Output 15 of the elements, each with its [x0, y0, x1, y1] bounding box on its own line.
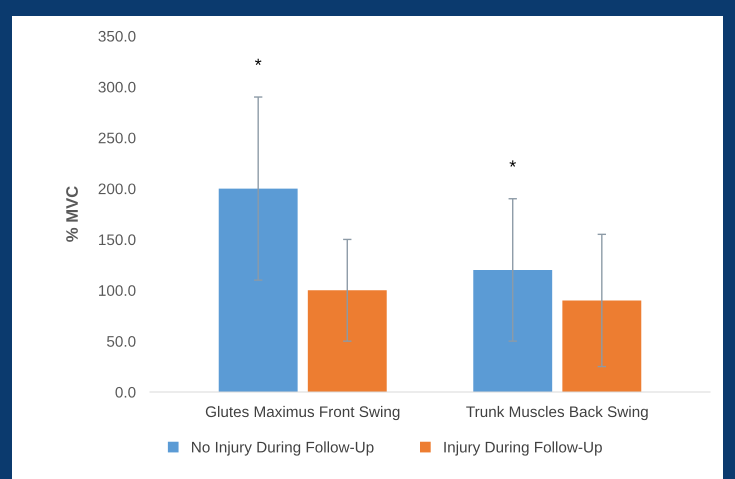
y-tick-label: 350.0: [98, 30, 136, 42]
x-tick-label: Trunk Muscles Back Swing: [466, 406, 648, 420]
y-tick-label: 200.0: [98, 183, 136, 194]
y-tick-label: 250.0: [98, 132, 136, 144]
legend-label: Injury During Follow-Up: [444, 441, 602, 456]
annotation: *: [510, 160, 516, 167]
y-axis-title: % MVC: [66, 186, 78, 242]
annotation: *: [254, 58, 262, 66]
legend-label: No Injury During Follow-Up: [192, 441, 374, 456]
y-tick-label: 100.0: [99, 285, 136, 296]
x-tick-label: Glutes Maximus Front Swing: [206, 406, 400, 420]
y-tick-label: 300.0: [98, 82, 136, 93]
y-tick-label: 150.0: [99, 234, 136, 246]
y-tick-label: 0.0: [115, 386, 136, 398]
y-tick-label: 50.0: [106, 336, 136, 347]
